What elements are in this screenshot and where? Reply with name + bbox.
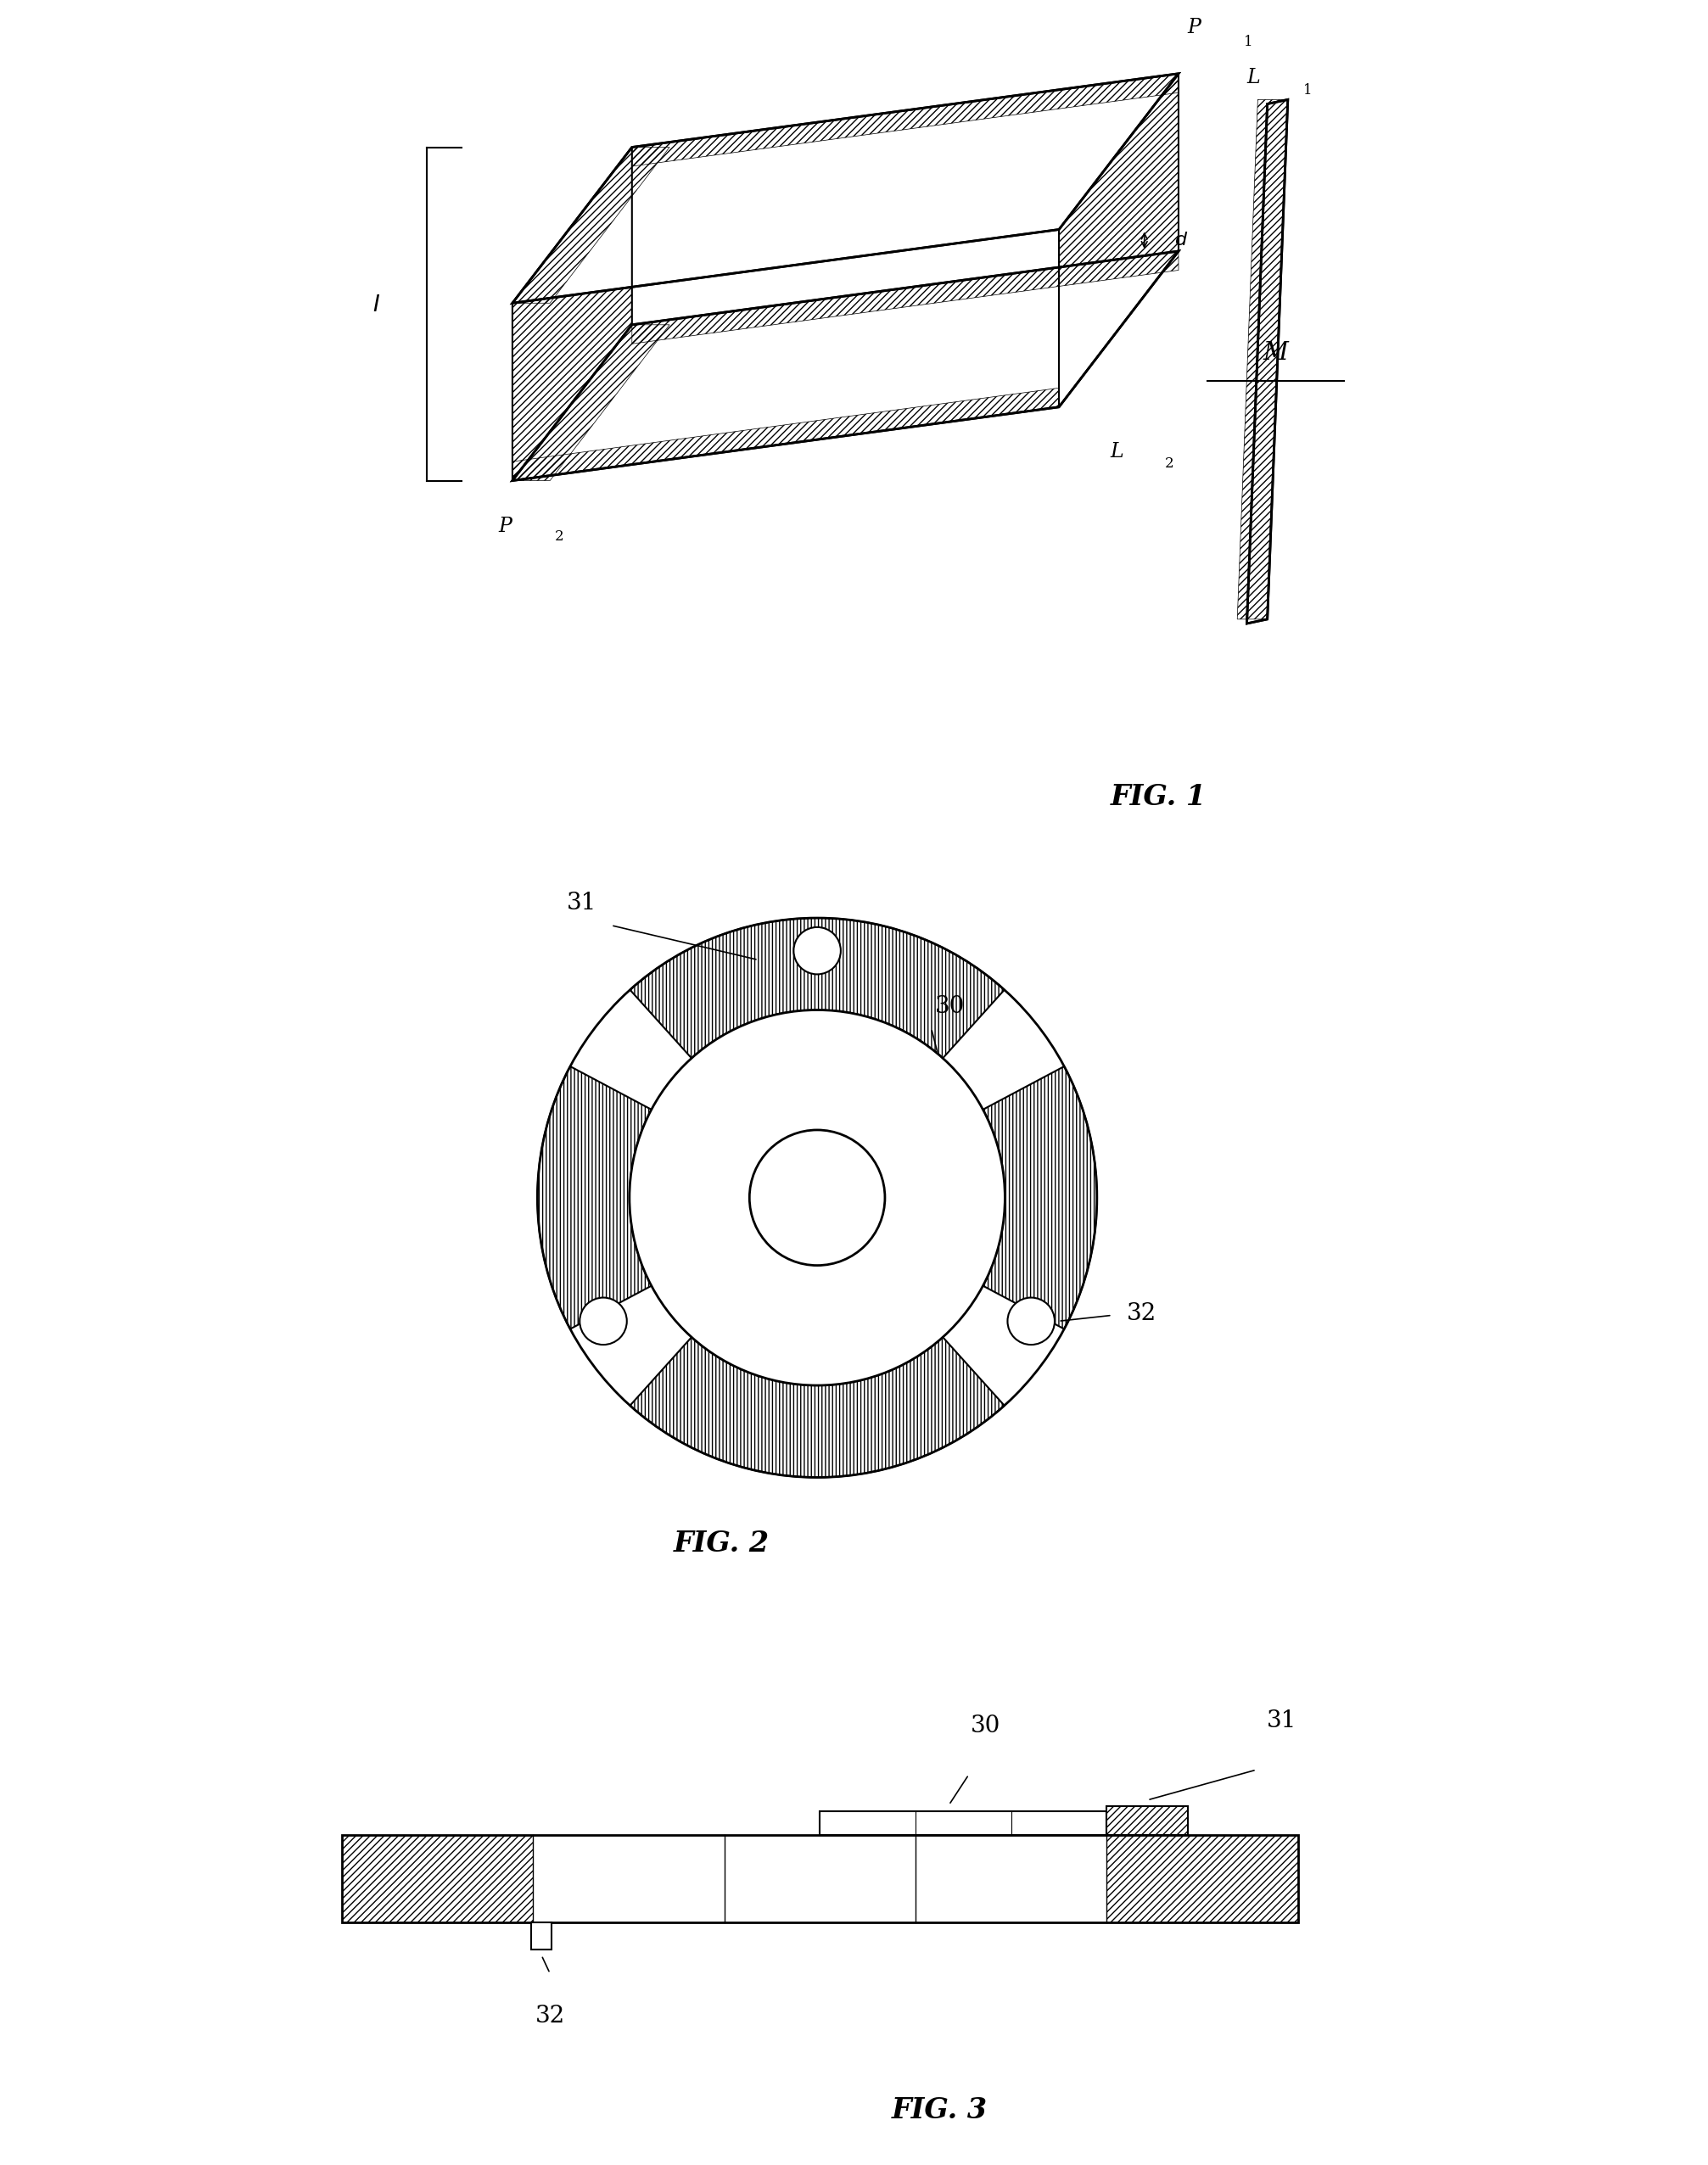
Text: 32: 32 xyxy=(535,2005,565,2026)
Bar xyxy=(820,1810,1107,1836)
Text: 2: 2 xyxy=(1165,457,1173,470)
Text: 2: 2 xyxy=(555,528,564,543)
Text: FIG. 3: FIG. 3 xyxy=(892,2096,987,2124)
Bar xyxy=(342,1836,533,1923)
Text: P: P xyxy=(499,517,512,537)
Text: L: L xyxy=(1247,67,1261,89)
Circle shape xyxy=(1008,1297,1054,1344)
Bar xyxy=(1107,1836,1298,1923)
Text: 32: 32 xyxy=(1127,1303,1156,1325)
Text: 1: 1 xyxy=(1243,35,1252,50)
Text: d: d xyxy=(1175,232,1187,249)
Bar xyxy=(1107,1806,1189,1836)
Bar xyxy=(1107,1806,1189,1836)
Polygon shape xyxy=(512,251,1179,481)
Text: I: I xyxy=(372,294,379,316)
Circle shape xyxy=(750,1130,885,1264)
Polygon shape xyxy=(512,74,1179,303)
Text: 30: 30 xyxy=(970,1715,1001,1738)
Text: FIG. 1: FIG. 1 xyxy=(1110,784,1206,810)
Text: L: L xyxy=(1110,442,1124,461)
Circle shape xyxy=(630,1009,1004,1386)
Circle shape xyxy=(579,1297,627,1344)
Polygon shape xyxy=(1247,100,1288,624)
Bar xyxy=(342,1836,1298,1923)
Text: 1: 1 xyxy=(1303,82,1312,97)
Circle shape xyxy=(538,918,1097,1477)
Circle shape xyxy=(794,927,840,974)
Bar xyxy=(531,1923,552,1949)
Text: 31: 31 xyxy=(567,892,596,914)
Text: M: M xyxy=(1264,342,1288,364)
Text: A: A xyxy=(828,173,845,195)
Text: P: P xyxy=(1187,17,1201,37)
Text: A: A xyxy=(828,351,845,372)
Text: FIG. 2: FIG. 2 xyxy=(673,1531,770,1557)
Text: 30: 30 xyxy=(934,996,965,1018)
Text: 31: 31 xyxy=(1267,1710,1296,1732)
